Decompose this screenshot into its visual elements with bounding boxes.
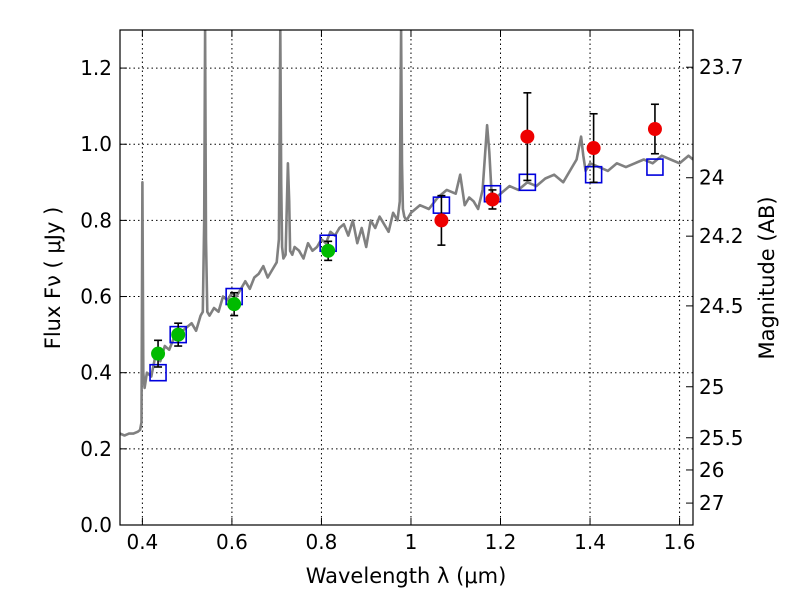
observed-flux-point	[434, 213, 449, 228]
y-tick-label: 0.6	[80, 285, 112, 309]
observed-flux-point	[647, 122, 662, 136]
y-tick-label: 1.0	[80, 132, 112, 156]
x-axis-label: Wavelength λ (μm)	[306, 564, 507, 588]
model-square-point	[646, 158, 664, 176]
x-tick-label: 0.4	[126, 530, 158, 554]
x-tick-label: 0.6	[216, 530, 248, 554]
observed-flux-point	[171, 327, 186, 342]
x-tick-label: 0.8	[306, 530, 338, 554]
y2-tick-label: 24.5	[699, 294, 744, 318]
plot-layer	[120, 30, 693, 437]
y2-tick-label: 24	[699, 166, 724, 190]
observed-flux-point	[151, 346, 166, 361]
plot-frame	[119, 29, 694, 526]
x-tick-label: 1.6	[664, 530, 696, 554]
y2-tick-label: 23.7	[699, 55, 744, 79]
observed-flux-point	[485, 192, 500, 207]
y2-axis-label: Magnitude (AB)	[755, 196, 779, 359]
observed-flux-point	[586, 141, 601, 156]
x-tick-label: 1.2	[485, 530, 517, 554]
y-tick-label: 0.8	[80, 208, 112, 232]
template-spectrum-line	[120, 30, 693, 437]
x-tick-label: 1	[405, 530, 418, 554]
y2-tick-label: 25	[699, 375, 724, 399]
observed-flux-point	[321, 243, 336, 258]
y-tick-label: 0.4	[80, 361, 112, 385]
y2-tick-label: 26	[699, 458, 724, 482]
observed-flux-point	[520, 129, 535, 144]
x-tick-label: 1.4	[574, 530, 606, 554]
y-axis-label: Flux Fν ( μJy )	[41, 207, 65, 350]
y-tick-label: 1.2	[80, 56, 112, 80]
y-tick-label: 0.0	[80, 513, 112, 537]
y-tick-label: 0.2	[80, 437, 112, 461]
tick-layer: 0.4 0.6 0.8 1 1.2 1.4 1.6 0.0 0.2 0.4 0.6 0.8 1.0 1.2…	[80, 30, 744, 554]
y2-tick-label: 27	[699, 491, 724, 515]
y2-tick-label: 24.2	[699, 224, 744, 248]
y2-tick-label: 25.5	[699, 426, 744, 450]
observed-flux-point	[227, 297, 242, 312]
